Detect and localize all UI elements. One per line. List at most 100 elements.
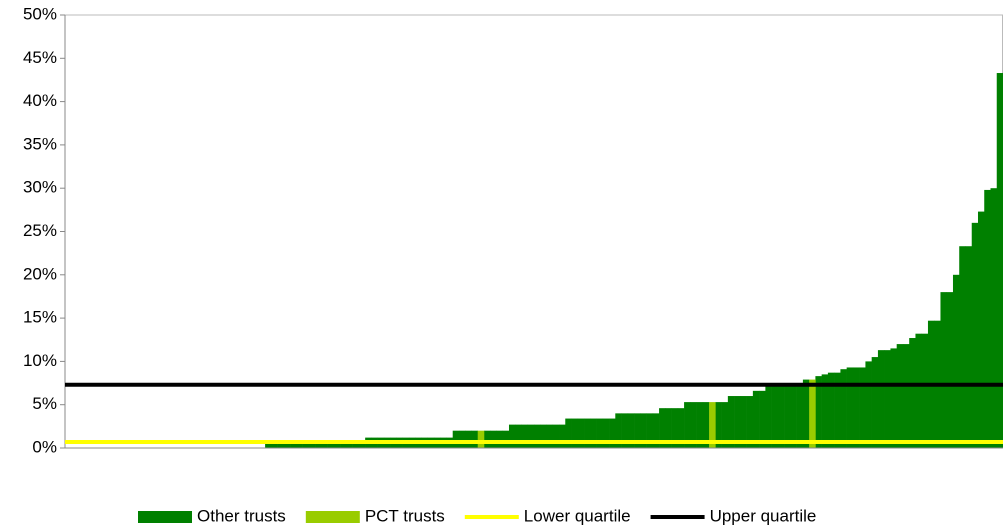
- bar: [827, 372, 835, 448]
- bar: [665, 408, 672, 448]
- bar: [333, 441, 341, 448]
- bar: [271, 441, 278, 448]
- y-tick-label: 50%: [23, 4, 57, 23]
- bar: [602, 418, 610, 448]
- bar: [752, 390, 760, 448]
- bar: [815, 376, 822, 448]
- bar: [702, 402, 710, 448]
- legend-swatch: [138, 511, 192, 523]
- y-tick-label: 20%: [23, 264, 57, 283]
- bar: [709, 402, 716, 448]
- bar: [871, 357, 879, 448]
- bar: [515, 424, 522, 448]
- bar: [777, 385, 785, 448]
- y-tick-label: 0%: [32, 437, 57, 456]
- bar: [821, 374, 829, 448]
- bar: [302, 441, 310, 448]
- bar: [784, 385, 791, 448]
- bar: [715, 402, 722, 448]
- bar: [946, 292, 954, 448]
- bar: [952, 274, 960, 448]
- bar: [865, 361, 872, 448]
- bar: [840, 369, 847, 448]
- bar: [508, 424, 516, 448]
- bar: [609, 418, 616, 448]
- bar: [327, 441, 335, 448]
- bar: [627, 413, 635, 448]
- bar: [959, 246, 966, 448]
- bar: [540, 424, 547, 448]
- bar: [615, 413, 622, 448]
- bar: [640, 413, 647, 448]
- legend-label: Other trusts: [197, 506, 286, 525]
- bar: [290, 441, 297, 448]
- bar: [977, 211, 985, 448]
- bar: [759, 390, 766, 448]
- bar: [659, 408, 666, 448]
- bar: [984, 189, 991, 448]
- bar: [740, 396, 747, 448]
- bar: [652, 413, 660, 448]
- bar: [458, 430, 466, 448]
- bar: [496, 430, 504, 448]
- bar: [502, 430, 510, 448]
- bar: [971, 222, 979, 448]
- bar: [746, 396, 754, 448]
- bar: [634, 413, 641, 448]
- bar: [584, 418, 591, 448]
- bar: [771, 385, 779, 448]
- bar: [483, 430, 491, 448]
- bar: [796, 385, 804, 448]
- bar: [265, 441, 272, 448]
- bar: [308, 441, 316, 448]
- bar: [571, 418, 579, 448]
- bar: [452, 430, 460, 448]
- bar: [909, 338, 916, 448]
- bar: [859, 367, 866, 448]
- bar: [940, 292, 948, 448]
- bar: [890, 348, 897, 448]
- bar: [577, 418, 585, 448]
- bar: [296, 441, 303, 448]
- bar: [352, 441, 360, 448]
- bar: [527, 424, 535, 448]
- y-tick-label: 30%: [23, 178, 57, 197]
- bar: [590, 418, 597, 448]
- bar: [321, 441, 328, 448]
- bar: [346, 441, 353, 448]
- bar: [896, 344, 904, 448]
- legend-label: Lower quartile: [524, 506, 631, 525]
- bar: [465, 430, 472, 448]
- bar: [790, 385, 797, 448]
- bar: [834, 372, 841, 448]
- y-tick-label: 15%: [23, 308, 57, 327]
- bar: [546, 424, 554, 448]
- bar: [283, 441, 291, 448]
- bar: [277, 441, 285, 448]
- bar: [690, 402, 697, 448]
- bar: [902, 344, 910, 448]
- bar: [471, 430, 479, 448]
- legend-label: Upper quartile: [710, 506, 817, 525]
- legend-label: PCT trusts: [365, 506, 445, 525]
- y-tick-label: 45%: [23, 48, 57, 67]
- bar: [727, 396, 735, 448]
- bar: [477, 430, 485, 448]
- bar: [596, 418, 604, 448]
- bar: [965, 246, 973, 448]
- bar: [802, 379, 810, 448]
- bar: [671, 408, 679, 448]
- bar: [521, 424, 529, 448]
- bar: [915, 333, 923, 448]
- bar: [765, 385, 772, 448]
- bar: [809, 379, 816, 448]
- bar: [852, 367, 860, 448]
- y-tick-label: 35%: [23, 134, 57, 153]
- y-tick-label: 40%: [23, 91, 57, 110]
- bar: [559, 424, 566, 448]
- bar: [340, 441, 347, 448]
- legend-swatch: [305, 511, 360, 523]
- bar: [921, 333, 929, 448]
- bar: [696, 402, 704, 448]
